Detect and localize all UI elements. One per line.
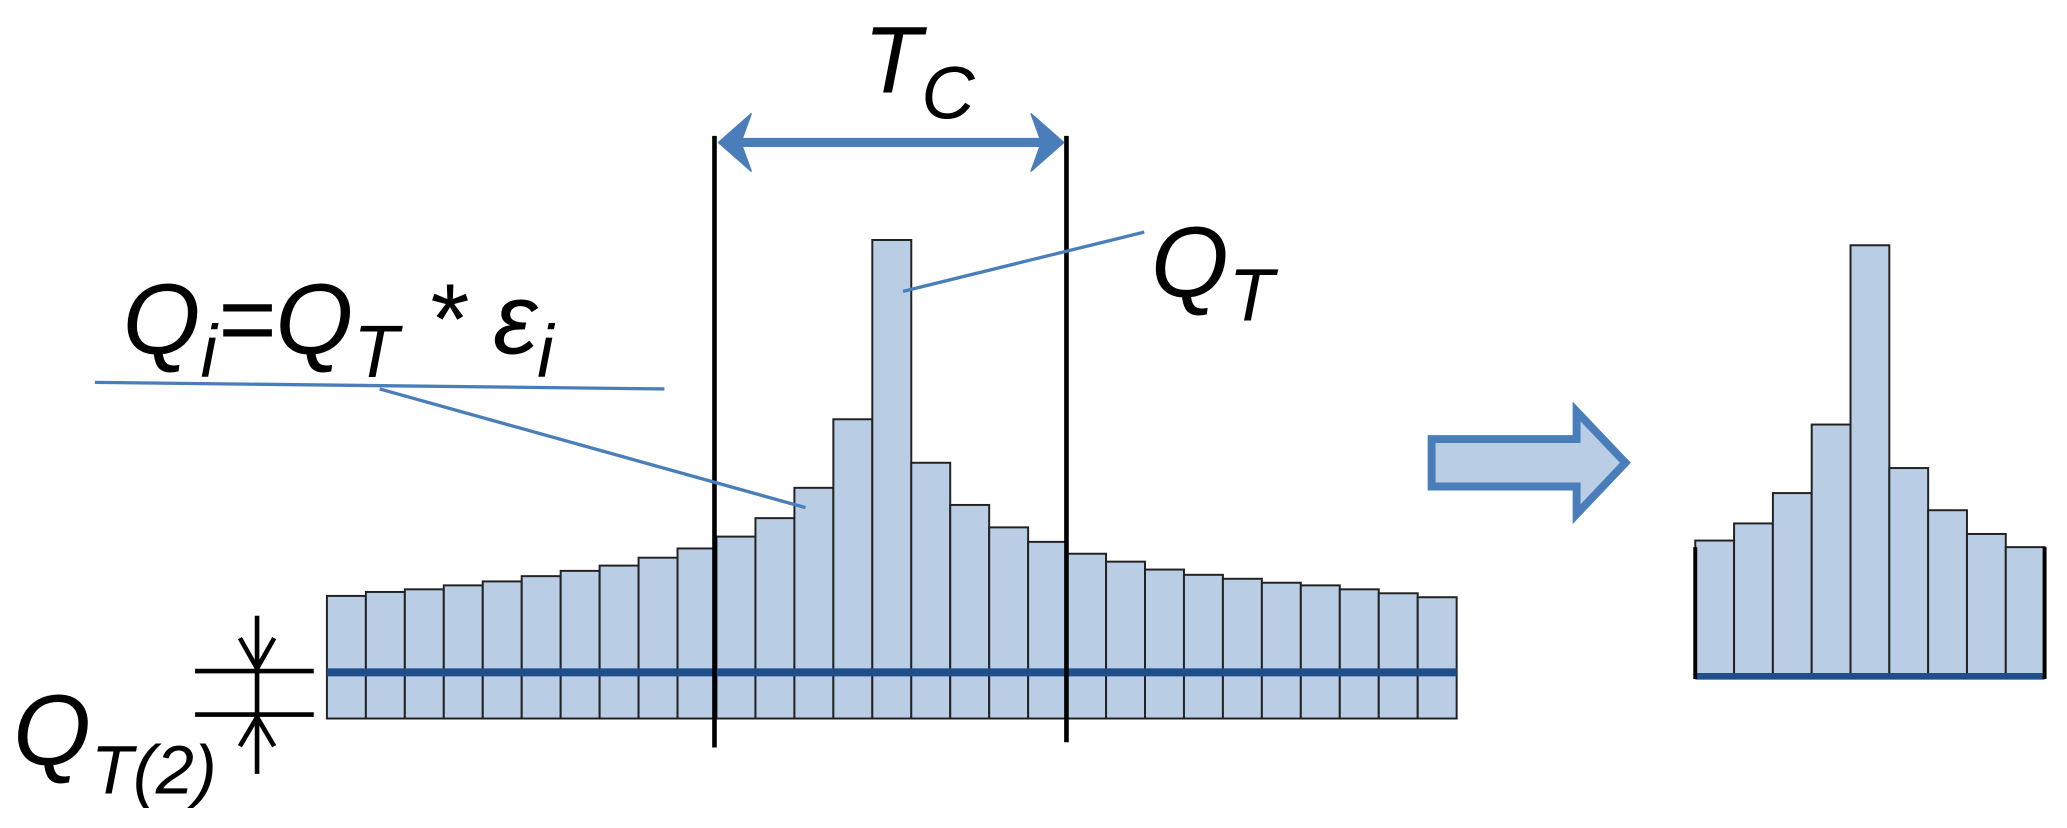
bar [598, 564, 640, 720]
formula-label: Qi=QT * εi [123, 263, 557, 393]
period-label: TC [863, 7, 975, 134]
label-sub: i [201, 310, 220, 393]
bar [1694, 539, 1736, 678]
bar [1144, 568, 1185, 720]
bar [1888, 467, 1930, 678]
bar [676, 547, 718, 720]
bar [481, 580, 523, 720]
bar [403, 588, 445, 720]
label-main: Q [13, 675, 91, 787]
label-sub: T(2) [91, 732, 217, 809]
bar [637, 556, 679, 720]
bar [1338, 588, 1380, 720]
bar [1810, 423, 1852, 678]
label-main: Q [1151, 207, 1229, 319]
bar [1927, 509, 1968, 678]
label-sub: C [921, 52, 975, 135]
label-sub: T [1229, 253, 1279, 336]
bar [715, 535, 757, 720]
bar [988, 526, 1030, 720]
bar [1416, 596, 1458, 720]
transform-arrow [1427, 401, 1631, 525]
bar [559, 569, 601, 720]
bar [1965, 532, 2007, 678]
bar [1299, 584, 1341, 720]
bar [1027, 540, 1069, 720]
bars [325, 239, 2046, 720]
bar [2004, 546, 2046, 678]
bar [1377, 592, 1419, 720]
label-sub: i [537, 310, 556, 393]
bar [1771, 492, 1813, 678]
peak-label: QT [1151, 207, 1279, 337]
bar [442, 584, 484, 720]
bar [949, 503, 991, 720]
base-markers [195, 615, 314, 774]
bar [1733, 522, 1774, 678]
bar [364, 590, 406, 720]
bar [520, 575, 562, 720]
pointer-lines [94, 230, 1145, 510]
label-main: T [863, 7, 927, 113]
bar [1849, 244, 1891, 678]
bar [1066, 552, 1108, 720]
base-label: QT(2) [13, 675, 217, 809]
label-main: =Q [217, 263, 353, 375]
bar [910, 461, 952, 720]
bar [871, 239, 913, 720]
bar [754, 517, 796, 720]
bar [793, 486, 835, 720]
bar [1260, 581, 1302, 720]
label-sub: T [353, 310, 403, 393]
bar [325, 594, 367, 720]
period-arrow [717, 112, 1065, 172]
bar [1105, 560, 1146, 720]
label-main: Q [123, 263, 201, 375]
bar [1182, 573, 1224, 720]
bar [1221, 577, 1263, 720]
label-main: * ε [398, 263, 539, 375]
